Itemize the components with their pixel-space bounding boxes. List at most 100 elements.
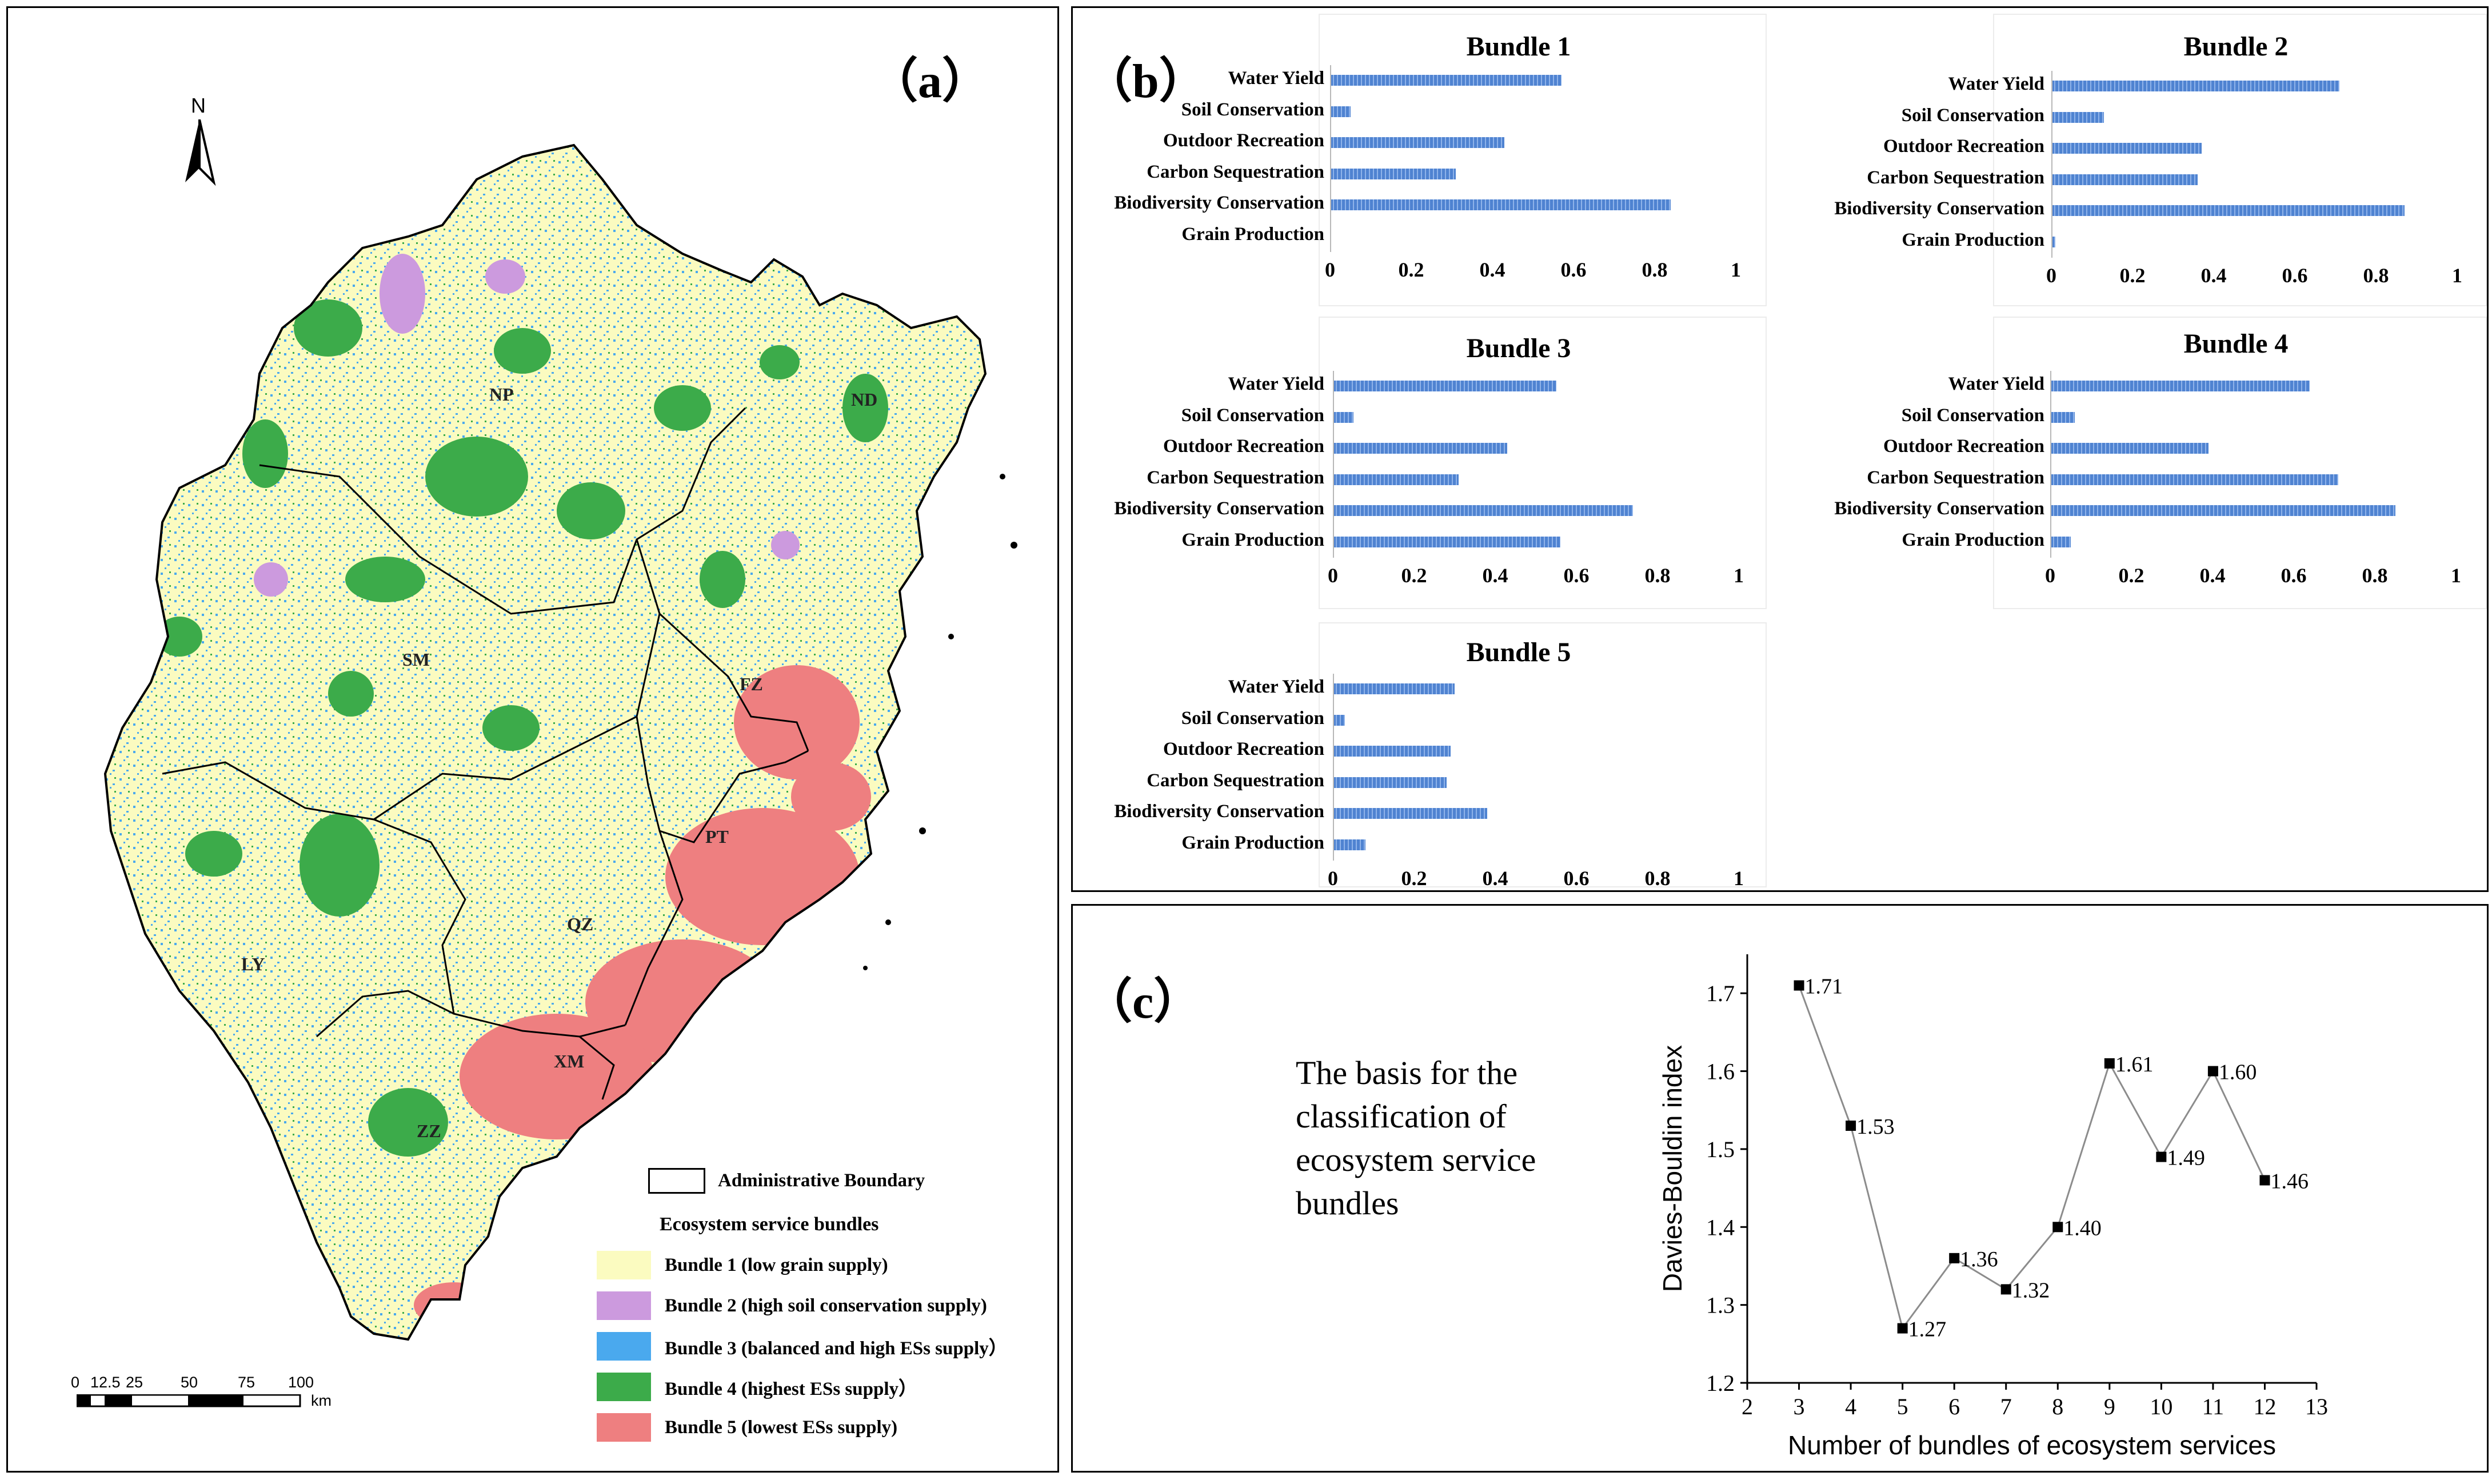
axis-tick-label: 0.6 xyxy=(2281,564,2307,587)
scale-bar: 0 12.5 25 50 75 100 km xyxy=(71,1374,368,1414)
region-label-ly: LY xyxy=(241,954,265,974)
bundle-3-title: Bundle 3 xyxy=(1466,333,1571,363)
bar-outdoor-recreation xyxy=(1333,746,1451,757)
axis-tick-label: 0.6 xyxy=(1563,564,1590,587)
bundle-2-card xyxy=(1993,14,2487,306)
bar-grain-production xyxy=(1333,839,1365,850)
service-label: Carbon Sequestration xyxy=(1867,167,2044,188)
bundle-profiles-panel: （b） Bundle 1 Water Yield Soil Conservation… xyxy=(1071,6,2489,892)
region-label-sm: SM xyxy=(402,649,430,670)
legend-label: Bundle 2 (high soil conservation supply) xyxy=(665,1295,987,1316)
axis-tick-label: 0.4 xyxy=(2199,564,2226,587)
region-label-qz: QZ xyxy=(567,914,594,934)
axis-tick-label: 0.6 xyxy=(2282,264,2308,287)
data-point-label: 1.71 xyxy=(1805,975,1843,999)
legend-swatch xyxy=(597,1291,651,1320)
bar-carbon-sequestration xyxy=(1330,168,1456,179)
y-tick-label: 1.6 xyxy=(1706,1059,1735,1085)
data-point-label: 1.61 xyxy=(2115,1053,2154,1077)
north-arrow: N xyxy=(179,94,219,186)
bar-biodiversity-conservation xyxy=(2050,505,2395,516)
service-label: Soil Conservation xyxy=(1901,105,2044,126)
bar-grain-production xyxy=(2051,236,2056,247)
service-label: Water Yield xyxy=(1228,677,1324,697)
legend-label: Bundle 5 (lowest ESs supply) xyxy=(665,1417,898,1438)
x-tick-label: 2 xyxy=(1742,1394,1753,1419)
x-tick-label: 7 xyxy=(2000,1394,2012,1419)
bundle-4-areas xyxy=(157,299,888,1157)
axis-baseline xyxy=(2050,371,2051,558)
scale-tick-75: 75 xyxy=(238,1374,255,1391)
legend-item-bundle-2: Bundle 2 (high soil conservation supply) xyxy=(597,1291,987,1320)
service-label: Carbon Sequestration xyxy=(1867,467,2044,488)
axis-tick-label: 0.2 xyxy=(1401,867,1427,890)
x-tick-label: 10 xyxy=(2150,1394,2172,1419)
service-label: Grain Production xyxy=(1181,832,1324,853)
x-tick-label: 9 xyxy=(2104,1394,2115,1419)
data-point-label: 1.60 xyxy=(2219,1061,2257,1085)
bar-soil-conservation xyxy=(1330,106,1351,117)
legend-boundary-label: Administrative Boundary xyxy=(718,1170,925,1191)
bundle-2-title: Bundle 2 xyxy=(2183,31,2289,62)
data-point xyxy=(1949,1253,1960,1263)
axis-tick-label: 0.8 xyxy=(1642,258,1668,281)
scale-tick-12-5: 12.5 xyxy=(90,1374,121,1391)
bundle-3-card xyxy=(1319,317,1767,609)
db-index-line xyxy=(1798,985,2266,1330)
legend-item-bundle-5: Bundle 5 (lowest ESs supply) xyxy=(597,1413,897,1442)
service-label: Soil Conservation xyxy=(1181,99,1324,120)
scale-tick-0: 0 xyxy=(71,1374,80,1391)
bundle-1-card xyxy=(1319,14,1767,306)
axis-tick-label: 0.8 xyxy=(2362,564,2388,587)
axis-baseline xyxy=(1330,65,1331,252)
axis-tick-label: 0 xyxy=(2046,264,2056,287)
axis-baseline xyxy=(2051,71,2052,258)
bar-soil-conservation xyxy=(1333,411,1353,423)
region-label-np: NP xyxy=(489,384,514,405)
legend-label: Bundle 4 (highest ESs supply） xyxy=(665,1379,918,1399)
legend-item-bundle-4: Bundle 4 (highest ESs supply） xyxy=(597,1373,917,1401)
service-label: Carbon Sequestration xyxy=(1147,467,1324,488)
region-label-fz: FZ xyxy=(740,674,763,694)
data-point-label: 1.53 xyxy=(1856,1115,1895,1139)
service-label: Carbon Sequestration xyxy=(1147,770,1324,791)
bar-grain-production xyxy=(2050,536,2071,547)
x-tick-label: 13 xyxy=(2305,1394,2328,1419)
x-tick-label: 3 xyxy=(1794,1394,1805,1419)
scale-bar-graphic xyxy=(77,1394,301,1407)
service-label: Soil Conservation xyxy=(1181,707,1324,729)
data-point xyxy=(2052,1222,2063,1233)
service-label: Outdoor Recreation xyxy=(1883,436,2044,457)
data-point xyxy=(2207,1066,2218,1077)
service-bundle-map xyxy=(104,144,1017,1341)
bar-water-yield xyxy=(1330,75,1562,86)
legend-swatch xyxy=(597,1413,651,1442)
service-label: Soil Conservation xyxy=(1181,405,1324,426)
region-label-nd: ND xyxy=(851,389,878,410)
data-point xyxy=(1897,1323,1908,1334)
x-tick-label: 4 xyxy=(1845,1394,1856,1419)
data-point xyxy=(1846,1121,1856,1131)
axis-tick-label: 0.4 xyxy=(1482,867,1508,890)
scale-tick-25: 25 xyxy=(126,1374,143,1391)
bar-outdoor-recreation xyxy=(1330,137,1505,148)
north-label: N xyxy=(191,94,206,117)
legend-item-bundle-3: Bundle 3 (balanced and high ESs supply） xyxy=(597,1332,1008,1361)
bundle-1-title: Bundle 1 xyxy=(1466,31,1571,62)
axis-baseline xyxy=(1333,674,1334,861)
legend-label: Bundle 3 (balanced and high ESs supply） xyxy=(665,1338,1008,1359)
data-point xyxy=(2000,1284,2011,1295)
service-label: Outdoor Recreation xyxy=(1163,436,1324,457)
axis-tick-label: 0.6 xyxy=(1560,258,1587,281)
coastal-islands xyxy=(863,474,1017,970)
axis-tick-label: 1 xyxy=(1734,867,1744,890)
bar-water-yield xyxy=(1333,381,1556,391)
panel-a-label: （a） xyxy=(870,55,991,108)
classification-note: The basis for the classification of ecos… xyxy=(1296,1054,1536,1222)
bar-carbon-sequestration xyxy=(1333,474,1459,485)
bar-water-yield xyxy=(2051,81,2340,91)
data-point-label: 1.40 xyxy=(2063,1216,2102,1240)
bar-soil-conservation xyxy=(1333,714,1345,726)
x-tick-label: 12 xyxy=(2253,1394,2276,1419)
service-label: Biodiversity Conservation xyxy=(1114,801,1324,822)
